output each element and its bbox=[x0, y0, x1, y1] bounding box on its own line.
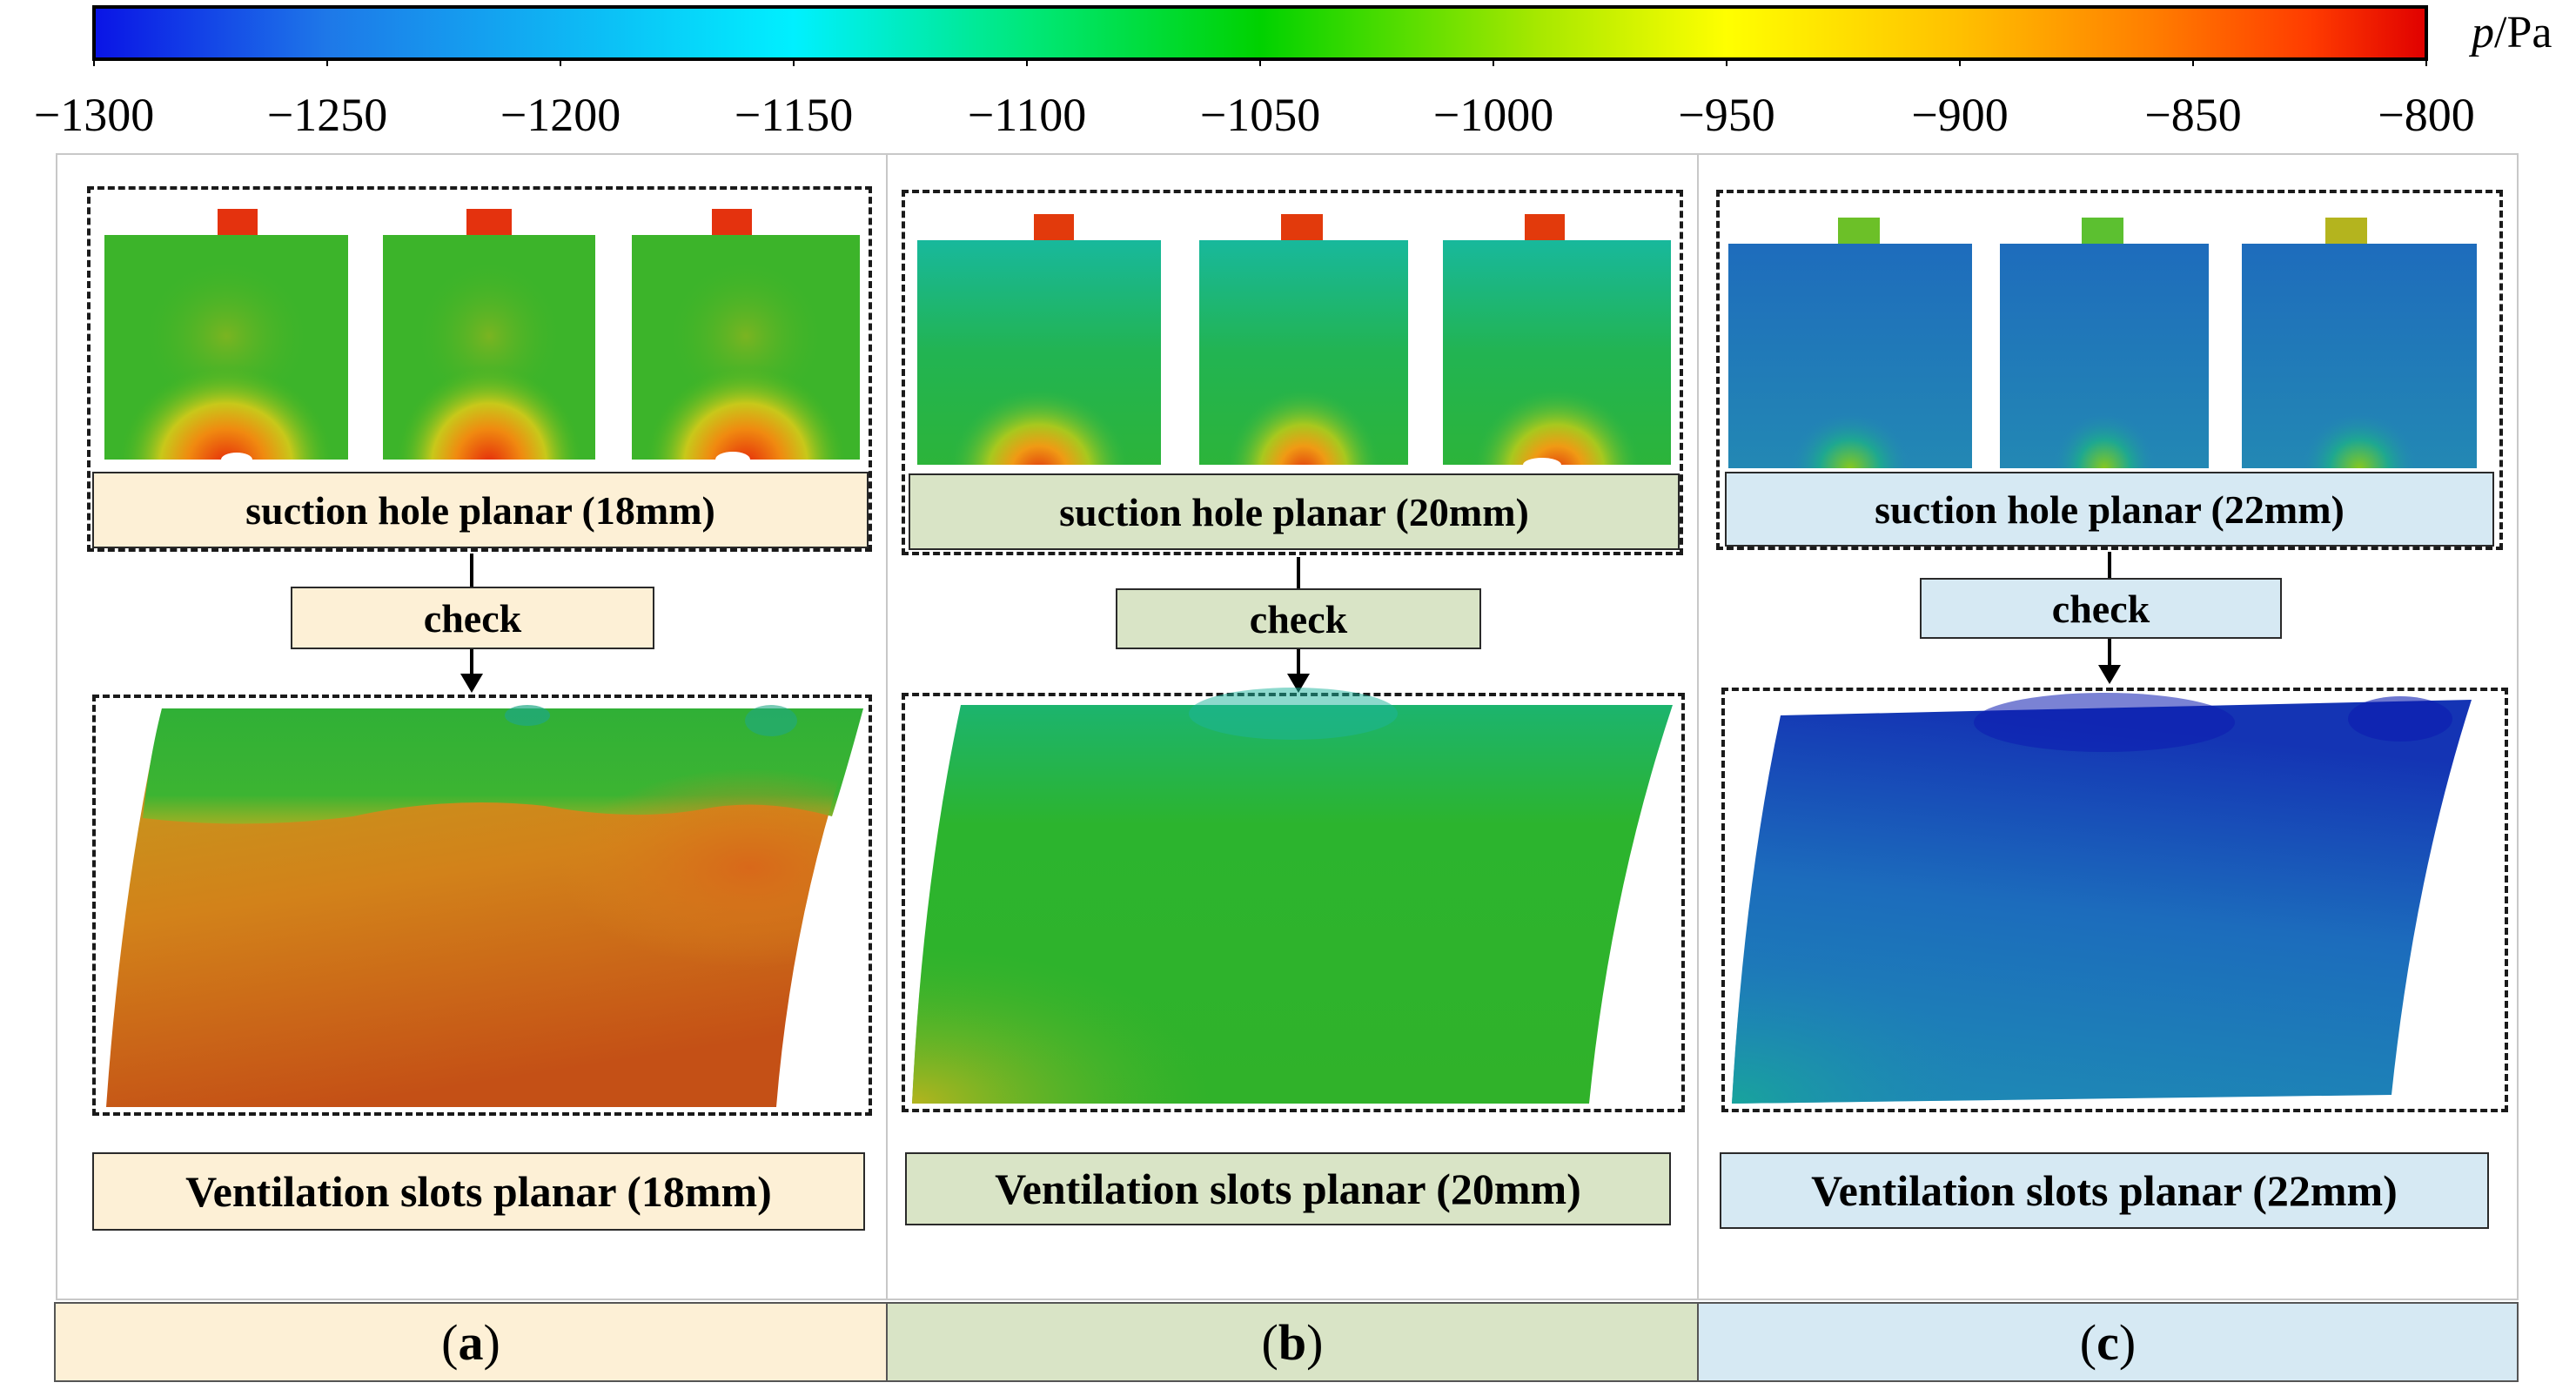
colorbar-tick bbox=[1026, 57, 1028, 66]
panel-c-slot-contour bbox=[1732, 693, 2472, 1104]
panel-c-frame bbox=[1697, 153, 2519, 1300]
colorbar-tick bbox=[1959, 57, 1961, 66]
caption-a-open: ( bbox=[441, 1313, 459, 1371]
colorbar-tick-label: −900 bbox=[1911, 89, 2009, 141]
caption-c-open: ( bbox=[2079, 1313, 2097, 1371]
colorbar-tick-label: −1050 bbox=[1199, 89, 1321, 141]
panel-a-slot-contour bbox=[106, 705, 863, 1107]
colorbar-gradient bbox=[92, 5, 2428, 61]
panel-a-arrow-icon bbox=[460, 674, 483, 693]
hole-contour-c1 bbox=[1728, 218, 1972, 468]
panel-b-caption: (b) bbox=[886, 1302, 1699, 1382]
colorbar-unit-label: p/Pa bbox=[2472, 9, 2552, 57]
hole-contour-b2 bbox=[1199, 214, 1408, 465]
colorbar-tick bbox=[93, 57, 95, 66]
panel-c-hole-contours bbox=[1728, 218, 2477, 468]
caption-b-close: ) bbox=[1306, 1313, 1324, 1371]
panel-c-hole-box bbox=[1716, 190, 2503, 550]
caption-a-letter: a bbox=[458, 1313, 484, 1371]
caption-b-open: ( bbox=[1261, 1313, 1278, 1371]
panel-c-hole-label: suction hole planar (22mm) bbox=[1725, 472, 2494, 547]
colorbar-tick-label: −950 bbox=[1678, 89, 1775, 141]
colorbar-tick-label: −1100 bbox=[967, 89, 1087, 141]
colorbar-tick bbox=[2425, 57, 2427, 66]
hole-contour-c3 bbox=[2242, 218, 2477, 468]
unit-variable: p bbox=[2472, 8, 2494, 57]
colorbar-tick bbox=[560, 57, 561, 66]
panel-c-slot-label: Ventilation slots planar (22mm) bbox=[1720, 1152, 2489, 1229]
colorbar-tick bbox=[1493, 57, 1494, 66]
hole-contour-c2 bbox=[2000, 218, 2209, 468]
colorbar-tick bbox=[793, 57, 795, 66]
unit-text: /Pa bbox=[2494, 8, 2553, 57]
panel-c-caption: (c) bbox=[1697, 1302, 2519, 1382]
colorbar-tick bbox=[326, 57, 328, 66]
panel-b-connector-bottom bbox=[1297, 649, 1300, 675]
panel-a-connector-bottom bbox=[470, 649, 473, 675]
caption-c-letter: c bbox=[2096, 1313, 2119, 1371]
panel-b-hole-label: suction hole planar (20mm) bbox=[909, 473, 1680, 550]
colorbar-tick-label: −1150 bbox=[734, 89, 854, 141]
panel-b-check-box: check bbox=[1116, 588, 1481, 649]
panel-a-slot-label: Ventilation slots planar (18mm) bbox=[92, 1152, 865, 1231]
colorbar-tick-label: −1000 bbox=[1432, 89, 1554, 141]
panel-b-hole-contours bbox=[917, 214, 1671, 472]
panel-c-check-box: check bbox=[1920, 578, 2282, 639]
colorbar-tick bbox=[1726, 57, 1727, 66]
panel-c-arrow-icon bbox=[2098, 665, 2121, 684]
colorbar-tick-label: −800 bbox=[2378, 89, 2475, 141]
colorbar-tick-label: −850 bbox=[2144, 89, 2242, 141]
colorbar-tick-label: −1300 bbox=[33, 89, 155, 141]
panel-a-hole-box bbox=[87, 186, 872, 552]
panel-a-slot-box bbox=[92, 695, 872, 1116]
colorbar-tick-label: −1250 bbox=[266, 89, 388, 141]
panel-b-connector-top bbox=[1297, 557, 1300, 588]
caption-a-close: ) bbox=[483, 1313, 500, 1371]
colorbar-tick-label: −1200 bbox=[500, 89, 621, 141]
colorbar-tick bbox=[2192, 57, 2194, 66]
panel-a-hole-contours bbox=[104, 209, 860, 467]
panel-b-slot-label: Ventilation slots planar (20mm) bbox=[905, 1152, 1671, 1225]
hole-contour-b1 bbox=[917, 214, 1161, 465]
hole-contour-a3 bbox=[632, 209, 860, 467]
hole-contour-a1 bbox=[104, 209, 348, 466]
caption-b-letter: b bbox=[1278, 1313, 1307, 1371]
panel-c-connector-bottom bbox=[2108, 639, 2111, 667]
caption-c-close: ) bbox=[2118, 1313, 2137, 1371]
panel-a-hole-label: suction hole planar (18mm) bbox=[92, 472, 869, 548]
panel-c-slot-box bbox=[1721, 688, 2508, 1112]
panel-a-caption: (a) bbox=[54, 1302, 888, 1382]
panel-b-slot-contour bbox=[912, 688, 1673, 1104]
panel-b-hole-box bbox=[902, 190, 1683, 555]
hole-contour-b3 bbox=[1443, 214, 1671, 472]
colorbar-tick bbox=[1259, 57, 1261, 66]
panel-a-check-box: check bbox=[291, 587, 654, 649]
panel-c-connector-top bbox=[2108, 552, 2111, 580]
hole-contour-a2 bbox=[383, 209, 595, 460]
panel-a-connector-top bbox=[470, 554, 473, 587]
